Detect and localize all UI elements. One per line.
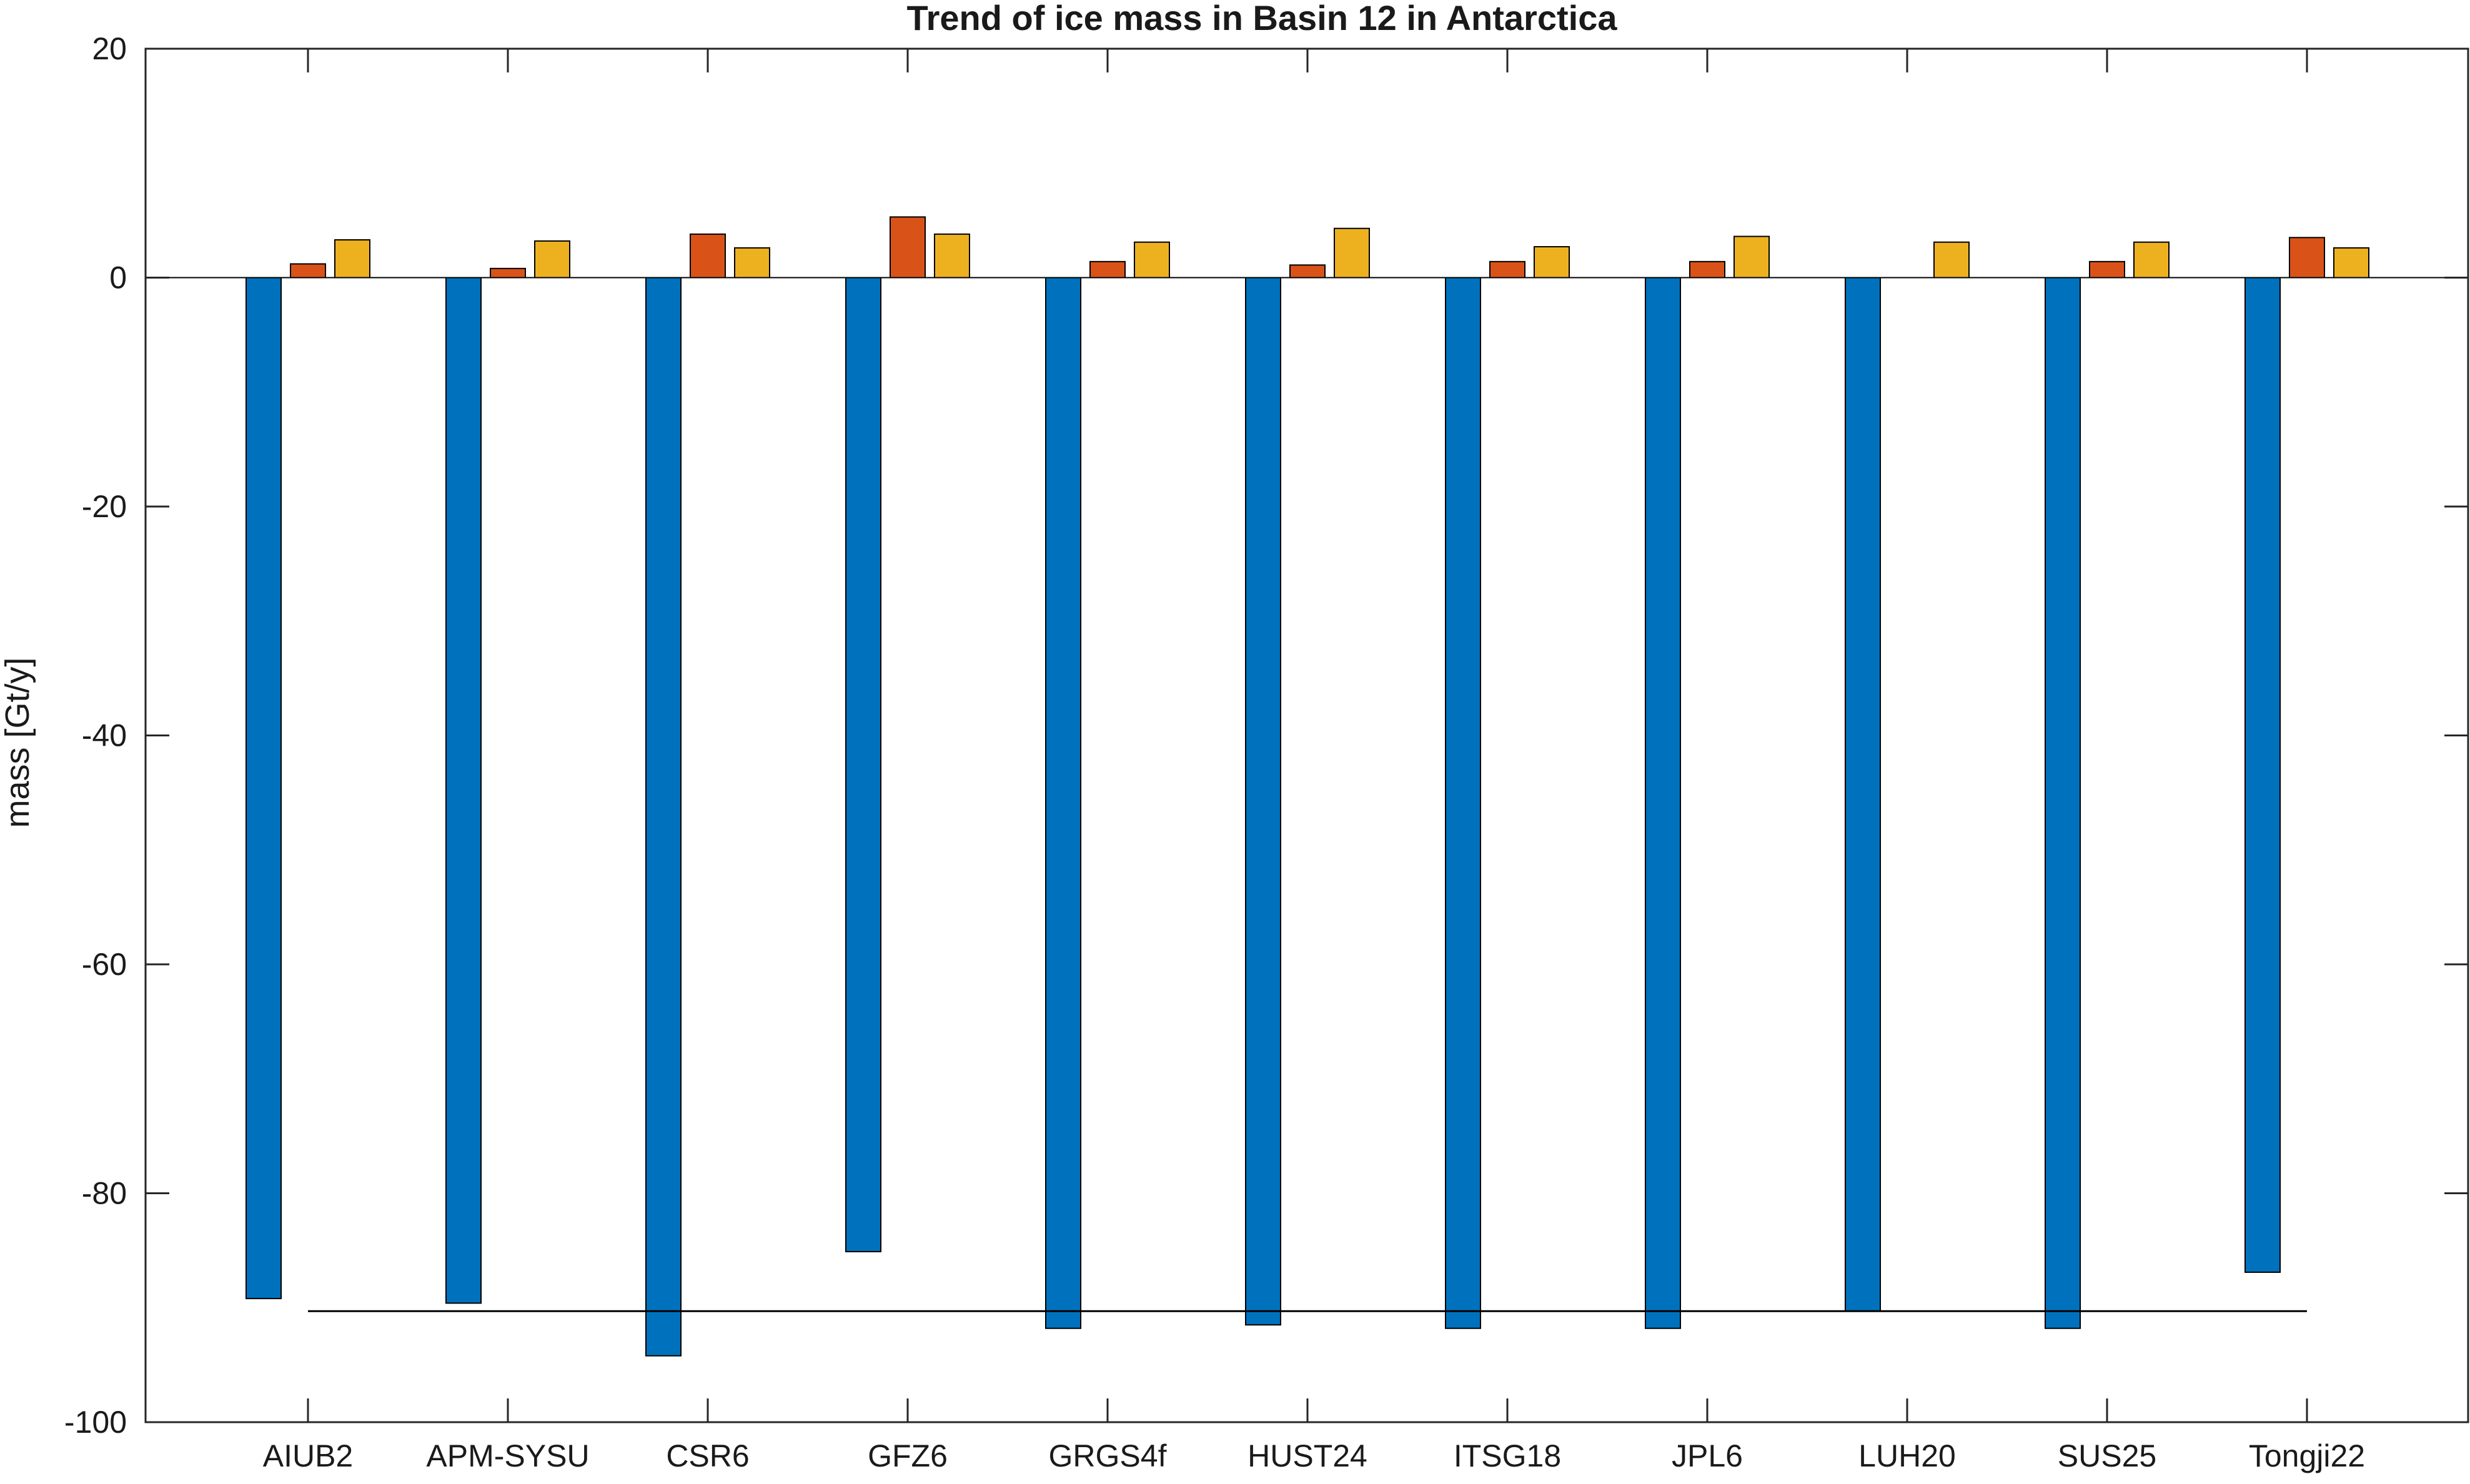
bar-sus25-series-3 bbox=[2133, 241, 2170, 279]
x-tick-label: SUS25 bbox=[2058, 1438, 2156, 1473]
bar-hust24-series-2 bbox=[1289, 264, 1326, 279]
axes-layer bbox=[144, 47, 2469, 1423]
bar-jpl6-series-1 bbox=[1645, 277, 1681, 1329]
bar-aiub2-series-2 bbox=[290, 263, 326, 279]
x-tick-label: AIUB2 bbox=[263, 1438, 354, 1473]
x-tick-label: LUH20 bbox=[1858, 1438, 1956, 1473]
x-tick-label: GFZ6 bbox=[868, 1438, 948, 1473]
bar-gfz6-series-1 bbox=[845, 277, 881, 1252]
bar-itsg18-series-3 bbox=[1534, 246, 1570, 279]
bar-apm-sysu-series-3 bbox=[534, 240, 570, 279]
x-tick-label: APM-SYSU bbox=[426, 1438, 589, 1473]
bar-grgs4f-series-2 bbox=[1089, 260, 1126, 279]
bar-tongji22-series-3 bbox=[2333, 247, 2369, 279]
bar-csr6-series-2 bbox=[690, 233, 726, 279]
y-tick-label: -40 bbox=[82, 718, 127, 753]
y-axis-title: mass [Gt/y] bbox=[0, 657, 36, 828]
bar-hust24-series-3 bbox=[1334, 227, 1370, 279]
lines-layer bbox=[146, 277, 2468, 1312]
bar-jpl6-series-2 bbox=[1689, 260, 1725, 279]
y-tick-label: -100 bbox=[64, 1405, 127, 1440]
bar-csr6-series-3 bbox=[734, 247, 770, 279]
bars-layer bbox=[246, 216, 2369, 1357]
bar-csr6-series-1 bbox=[645, 277, 682, 1357]
y-tick-label: -80 bbox=[82, 1176, 127, 1211]
bar-sus25-series-2 bbox=[2089, 260, 2125, 279]
y-tick-label: -60 bbox=[82, 947, 127, 982]
x-tick-label: Tongji22 bbox=[2249, 1438, 2365, 1473]
y-tick-label: 20 bbox=[92, 31, 127, 66]
x-tick-label: CSR6 bbox=[666, 1438, 749, 1473]
bar-apm-sysu-series-1 bbox=[445, 277, 482, 1304]
bar-jpl6-series-3 bbox=[1733, 235, 1770, 279]
x-tick-label: JPL6 bbox=[1672, 1438, 1743, 1473]
bar-sus25-series-1 bbox=[2045, 277, 2081, 1329]
labels-layer: 20 0 -20 -40 -60 -80 -100 AIUB2 APM-SYSU CSR6 GFZ6… bbox=[64, 31, 2365, 1473]
bar-tongji22-series-2 bbox=[2289, 237, 2325, 279]
x-tick-label: ITSG18 bbox=[1454, 1438, 1561, 1473]
bar-gfz6-series-2 bbox=[890, 216, 926, 279]
bar-apm-sysu-series-2 bbox=[490, 267, 526, 279]
bar-aiub2-series-1 bbox=[246, 277, 282, 1300]
bar-luh20-series-1 bbox=[1845, 277, 1881, 1312]
bar-grgs4f-series-3 bbox=[1134, 241, 1170, 279]
bar-itsg18-series-1 bbox=[1445, 277, 1481, 1329]
x-tick-label: HUST24 bbox=[1247, 1438, 1367, 1473]
bar-hust24-series-1 bbox=[1245, 277, 1281, 1326]
bar-itsg18-series-2 bbox=[1489, 260, 1525, 279]
bar-tongji22-series-1 bbox=[2244, 277, 2281, 1273]
bar-aiub2-series-3 bbox=[334, 239, 370, 279]
bar-gfz6-series-3 bbox=[934, 233, 970, 279]
x-tick-label: GRGS4f bbox=[1049, 1438, 1167, 1473]
bar-grgs4f-series-1 bbox=[1045, 277, 1081, 1329]
y-tick-label: 0 bbox=[109, 260, 127, 295]
chart-title: Trend of ice mass in Basin 12 in Antarct… bbox=[907, 0, 1618, 37]
y-tick-label: -20 bbox=[82, 489, 127, 524]
bar-luh20-series-3 bbox=[1933, 241, 1970, 279]
